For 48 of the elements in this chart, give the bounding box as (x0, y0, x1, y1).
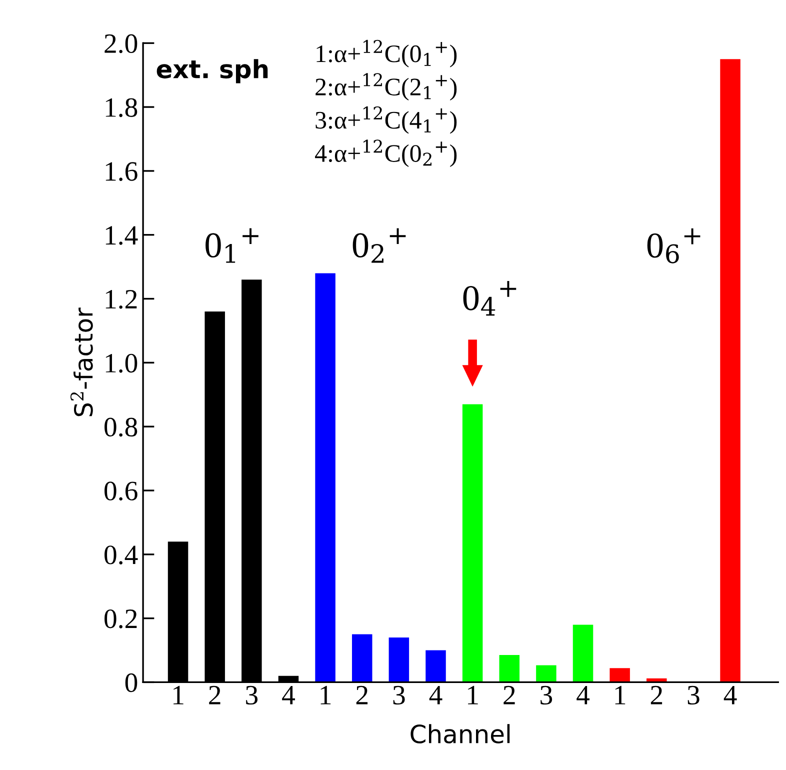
y-tick-label: 1.0 (106, 354, 138, 373)
annotation: 2:α+$^{12}$C(2$_{1}$$^{+}$) (316, 73, 457, 101)
annotation: 3:α+$^{12}$C(4$_{1}$$^{+}$) (316, 106, 457, 134)
x-tick-label: 3 (688, 686, 700, 705)
y-axis-title: S$^{2}$-factor (70, 308, 93, 416)
bar (572, 624, 594, 682)
bar (388, 637, 410, 682)
x-axis-title: Channel (410, 724, 510, 744)
y-tick-label: 0.4 (104, 546, 138, 564)
x-tick-label: 4 (282, 686, 295, 704)
series-label: 0$_{2}$$^{+}$ (352, 228, 406, 263)
annotation: ext. sph (156, 59, 268, 84)
annotation: 1:α+$^{12}$C(0$_{1}$$^{+}$) (316, 40, 457, 68)
text: 0$_{4}$$^{+}$ (463, 280, 516, 316)
x-tick-label: 2 (650, 686, 662, 704)
x-tick-label: 2 (356, 686, 368, 704)
bar (462, 404, 483, 682)
x-tick-label: 2 (209, 686, 220, 704)
x-tick-label: 1 (468, 686, 478, 704)
y-tick-label: 0.2 (104, 609, 137, 628)
x-tick-label: 2 (504, 686, 515, 704)
bar (315, 273, 336, 682)
y-tick-label: 1.2 (106, 290, 137, 309)
bar (720, 59, 740, 682)
bar (610, 668, 630, 682)
x-tick-label: 4 (724, 686, 737, 704)
bar (426, 650, 446, 682)
annotation: 4:α+$^{12}$C(0$_{2}$$^{+}$) (315, 140, 457, 168)
y-tick-label: 0.8 (104, 418, 138, 437)
x-tick-label: 3 (393, 686, 405, 705)
y-tick-label: 0.6 (104, 482, 138, 501)
x-tick-label: 3 (540, 686, 552, 705)
x-tick-label: 4 (429, 686, 442, 704)
y-tick-label: 1.6 (106, 162, 138, 181)
bar (352, 634, 372, 682)
y-tick-label: 1.4 (106, 226, 138, 245)
x-tick-label: 1 (320, 686, 331, 704)
y-tick-label: 1.8 (106, 98, 138, 118)
x-tick-label: 3 (246, 686, 258, 705)
y-tick-label: 2.0 (104, 34, 138, 54)
bar (499, 655, 520, 682)
bar (536, 665, 556, 682)
series-label: 0$_{6}$$^{+}$ (647, 228, 700, 264)
x-tick-label: 4 (576, 686, 590, 704)
x-tick-label: 1 (615, 686, 626, 704)
x-tick-label: 1 (174, 686, 184, 704)
series-label: 0$_{1}$$^{+}$ (206, 228, 258, 263)
y-tick-label: 0 (125, 673, 138, 692)
